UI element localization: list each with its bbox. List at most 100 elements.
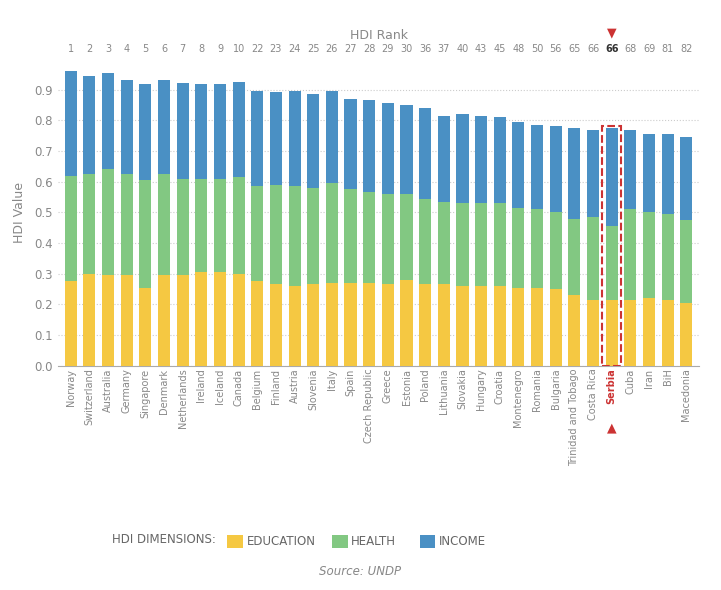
Bar: [233, 177, 244, 274]
Bar: [139, 287, 151, 366]
Bar: [624, 300, 637, 366]
Bar: [587, 130, 599, 217]
Bar: [513, 287, 524, 366]
Bar: [475, 116, 487, 203]
Bar: [587, 300, 599, 366]
Bar: [438, 116, 450, 202]
Bar: [624, 209, 637, 300]
Bar: [363, 283, 375, 366]
Bar: [438, 202, 450, 284]
Bar: [382, 194, 394, 284]
Bar: [363, 192, 375, 283]
Text: INCOME: INCOME: [439, 535, 486, 548]
Bar: [251, 91, 263, 186]
Bar: [643, 299, 655, 366]
Bar: [400, 105, 412, 194]
Bar: [251, 281, 263, 366]
Bar: [195, 272, 208, 366]
Bar: [602, 126, 621, 366]
Bar: [214, 84, 226, 179]
Bar: [326, 91, 338, 183]
Bar: [456, 286, 469, 366]
Bar: [270, 284, 282, 366]
Bar: [158, 174, 170, 276]
Bar: [513, 122, 524, 208]
Text: ▲: ▲: [607, 422, 616, 435]
Text: ▼: ▼: [607, 27, 616, 40]
Bar: [606, 128, 618, 226]
Bar: [662, 300, 673, 366]
Bar: [270, 185, 282, 284]
Bar: [158, 80, 170, 174]
Bar: [475, 203, 487, 286]
Bar: [531, 209, 543, 287]
Bar: [606, 300, 618, 366]
Bar: [643, 212, 655, 299]
Bar: [568, 295, 580, 366]
Bar: [513, 208, 524, 287]
Bar: [120, 276, 133, 366]
Bar: [400, 194, 412, 280]
Bar: [120, 80, 133, 174]
Bar: [680, 303, 692, 366]
Bar: [120, 174, 133, 276]
Text: HDI DIMENSIONS:: HDI DIMENSIONS:: [112, 533, 216, 546]
Bar: [326, 283, 338, 366]
Bar: [139, 180, 151, 287]
Bar: [400, 280, 412, 366]
Bar: [288, 91, 301, 186]
Bar: [382, 284, 394, 366]
Bar: [662, 214, 673, 300]
Bar: [307, 94, 319, 188]
Bar: [233, 274, 244, 366]
Bar: [139, 84, 151, 180]
Bar: [195, 179, 208, 272]
Y-axis label: HDI Value: HDI Value: [13, 182, 26, 243]
Bar: [345, 99, 357, 189]
Bar: [84, 174, 95, 274]
Bar: [382, 103, 394, 194]
Bar: [475, 286, 487, 366]
Bar: [102, 276, 114, 366]
Bar: [662, 134, 673, 214]
Bar: [549, 126, 562, 212]
Bar: [84, 76, 95, 174]
Bar: [270, 91, 282, 185]
Bar: [494, 203, 506, 286]
Bar: [419, 284, 431, 366]
Bar: [65, 176, 77, 281]
Bar: [531, 287, 543, 366]
Bar: [345, 283, 357, 366]
Bar: [177, 83, 189, 179]
Bar: [419, 108, 431, 199]
Bar: [102, 73, 114, 169]
Bar: [624, 130, 637, 209]
Bar: [251, 186, 263, 281]
Bar: [307, 188, 319, 284]
Bar: [587, 217, 599, 300]
Bar: [307, 284, 319, 366]
Bar: [84, 274, 95, 366]
Bar: [233, 82, 244, 177]
Bar: [438, 284, 450, 366]
Bar: [345, 189, 357, 283]
Bar: [680, 137, 692, 220]
Bar: [531, 125, 543, 209]
Bar: [177, 179, 189, 276]
Bar: [214, 272, 226, 366]
Bar: [326, 183, 338, 283]
Text: HEALTH: HEALTH: [351, 535, 396, 548]
Bar: [363, 100, 375, 192]
Bar: [568, 128, 580, 218]
Bar: [65, 71, 77, 176]
Bar: [606, 226, 618, 300]
Bar: [177, 276, 189, 366]
Bar: [214, 179, 226, 272]
Bar: [494, 117, 506, 203]
Bar: [456, 114, 469, 203]
Bar: [456, 203, 469, 286]
Bar: [549, 289, 562, 366]
Text: EDUCATION: EDUCATION: [247, 535, 316, 548]
Bar: [102, 169, 114, 276]
Bar: [65, 281, 77, 366]
